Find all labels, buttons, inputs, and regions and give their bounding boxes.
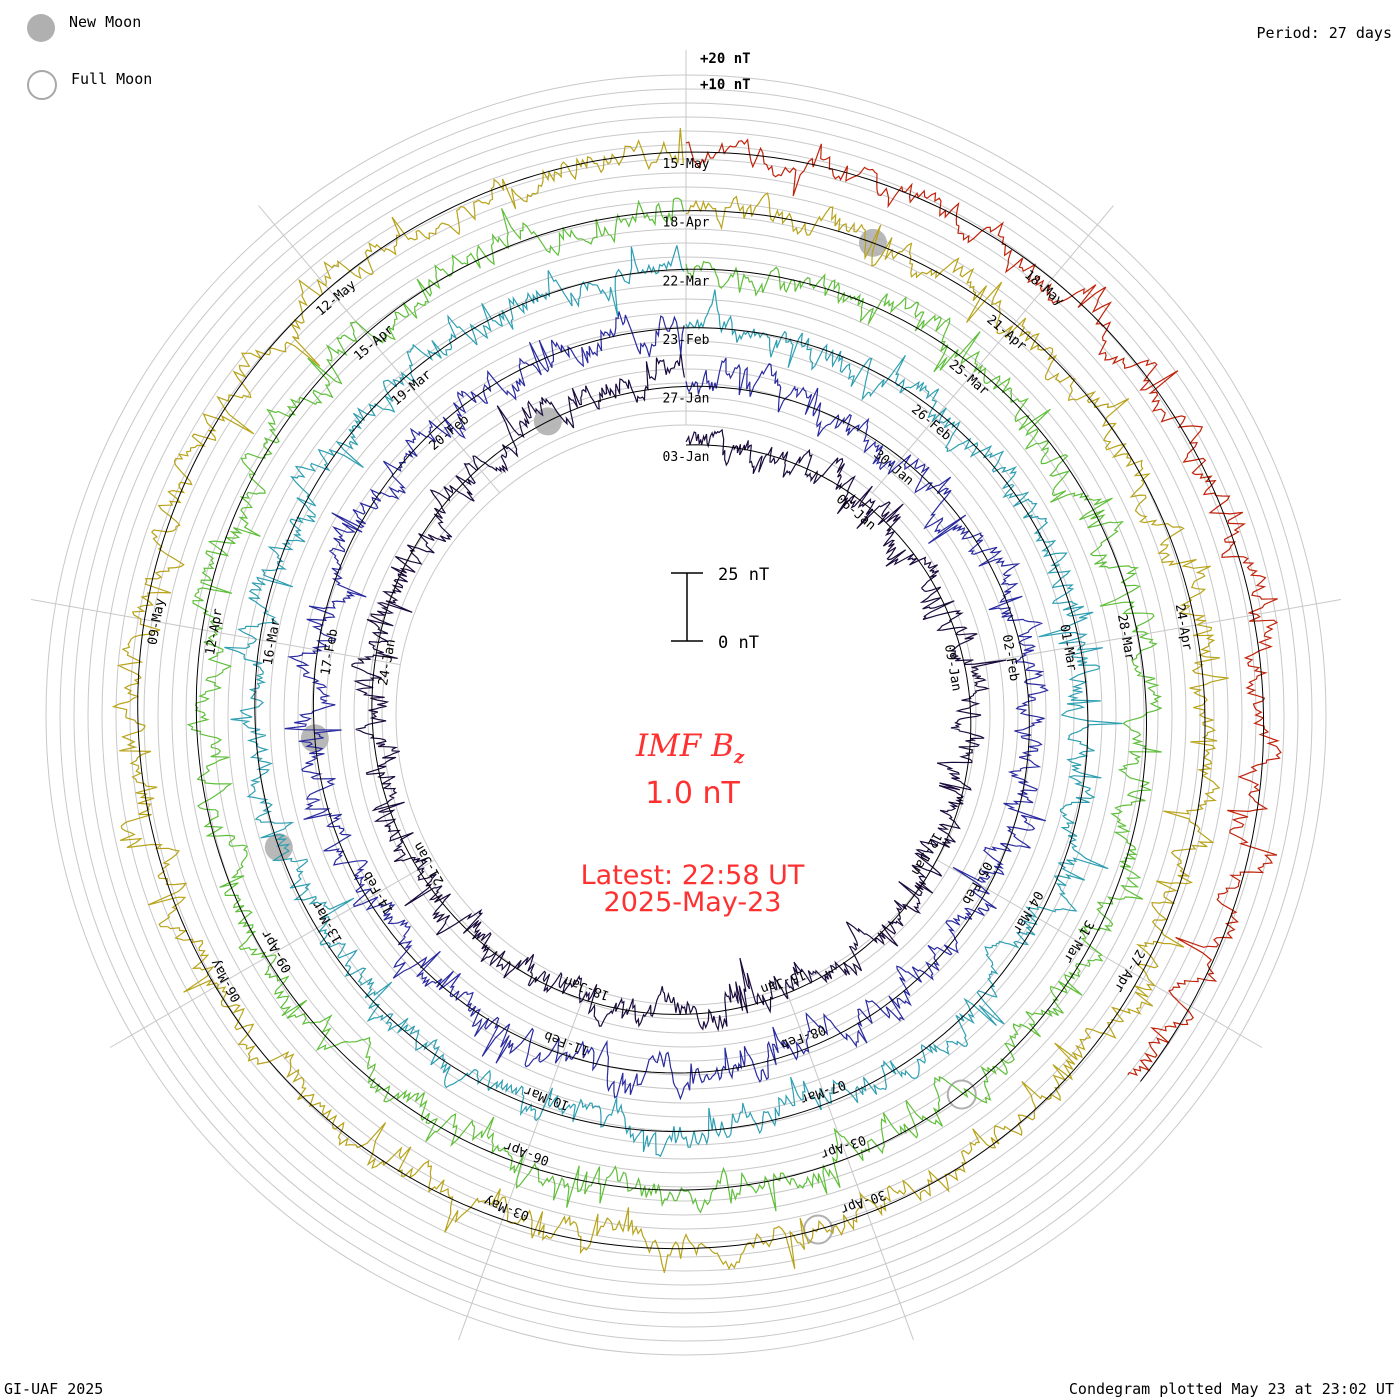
date-label: 18-Jan bbox=[562, 973, 611, 1003]
ring-plus10-label: +10 nT bbox=[700, 77, 751, 93]
credit-label: GI-UAF 2025 bbox=[4, 1380, 104, 1398]
date-label: 24-Apr bbox=[1172, 603, 1195, 652]
date-label: 30-Jan bbox=[871, 447, 917, 489]
date-label: 28-Mar bbox=[1114, 613, 1137, 662]
date-label: 18-May bbox=[1021, 268, 1067, 310]
date-label: 27-Jan bbox=[663, 391, 710, 406]
date-label: 09-May bbox=[145, 597, 168, 646]
bz-series-rotation-1 bbox=[351, 351, 1007, 1032]
bz-series-rotation-2 bbox=[284, 311, 1049, 1101]
date-label: 12-May bbox=[314, 277, 360, 319]
grid-circle bbox=[283, 312, 1089, 1118]
date-label: 20-Feb bbox=[427, 412, 473, 454]
date-label: 09-Jan bbox=[941, 644, 964, 693]
new-moon-legend: New Moon bbox=[27, 13, 142, 42]
full-moon-icon bbox=[27, 70, 57, 100]
date-label: 16-Mar bbox=[261, 617, 284, 666]
grid-circle bbox=[339, 368, 1033, 1062]
date-label: 23-Feb bbox=[663, 333, 710, 348]
center-latest: Latest: 22:58 UT bbox=[580, 860, 805, 891]
day-spokes bbox=[31, 50, 1341, 1341]
zero-baseline-1 bbox=[371, 385, 972, 1015]
date-label: 15-May bbox=[663, 157, 710, 172]
bz-series-rotation-6 bbox=[685, 138, 1282, 1077]
day-spoke bbox=[31, 599, 401, 666]
day-spoke bbox=[258, 205, 500, 494]
scale-bottom-label: 0 nT bbox=[718, 633, 759, 653]
zero-baseline-6 bbox=[686, 151, 1265, 1082]
center-title-sub: z bbox=[733, 747, 745, 769]
date-label: 17-Feb bbox=[318, 628, 341, 677]
date-label: 22-Mar bbox=[663, 274, 710, 289]
bz-series-rotation-3 bbox=[224, 245, 1123, 1158]
date-label: 07-Mar bbox=[798, 1076, 847, 1106]
date-label: 24-Jan bbox=[376, 638, 399, 687]
grid-circle bbox=[367, 396, 1005, 1034]
day-spoke bbox=[872, 205, 1114, 494]
date-label: 01-Mar bbox=[1056, 623, 1079, 672]
zero-baseline-2 bbox=[312, 327, 1030, 1074]
date-label: 09-Apr bbox=[259, 927, 296, 975]
day-spoke bbox=[784, 987, 914, 1341]
period-label: Period: 27 days bbox=[1256, 24, 1392, 42]
bz-series-rotation-4 bbox=[186, 197, 1163, 1214]
center-title-main: IMF B bbox=[635, 728, 734, 764]
date-label: 03-Jan bbox=[663, 450, 710, 465]
date-label: 06-Apr bbox=[502, 1138, 551, 1168]
bz-series bbox=[111, 127, 1282, 1273]
plotted-label: Condegram plotted May 23 at 23:02 UT bbox=[1068, 1380, 1394, 1398]
date-label: 21-Apr bbox=[983, 312, 1029, 354]
new-moon-icon bbox=[27, 14, 55, 42]
center-date: 2025-May-23 bbox=[603, 887, 782, 918]
day-spoke bbox=[971, 599, 1341, 666]
center-value: 1.0 nT bbox=[645, 776, 740, 811]
date-label: 15-Apr bbox=[351, 322, 397, 364]
date-label: 06-Jan bbox=[833, 492, 879, 534]
center-title: IMF Bz bbox=[0, 728, 1380, 768]
grid-circle bbox=[297, 326, 1075, 1104]
day-spoke bbox=[458, 987, 588, 1341]
date-label: 02-Feb bbox=[999, 633, 1022, 682]
bz-series-rotation-5 bbox=[111, 127, 1229, 1273]
scale-bar: 25 nT 0 nT bbox=[671, 565, 769, 653]
zero-baseline-5 bbox=[137, 151, 1206, 1250]
new-moon-label: New Moon bbox=[69, 13, 142, 31]
day-spoke bbox=[109, 859, 436, 1048]
date-label: 18-Apr bbox=[663, 216, 710, 231]
full-moon-legend: Full Moon bbox=[27, 70, 152, 100]
scale-top-label: 25 nT bbox=[718, 565, 769, 585]
zero-baseline-4 bbox=[195, 210, 1148, 1191]
zero-baseline-3 bbox=[254, 268, 1089, 1132]
grid-circle bbox=[353, 382, 1019, 1048]
full-moon-label: Full Moon bbox=[71, 70, 153, 88]
ring-plus20-label: +20 nT bbox=[700, 51, 751, 67]
